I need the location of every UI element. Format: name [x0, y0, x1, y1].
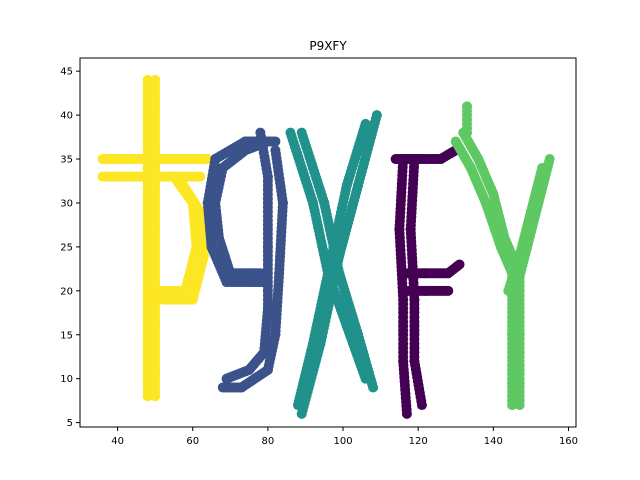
y-tick-label: 25 [60, 242, 73, 253]
scatter-point [217, 382, 228, 393]
scatter-point [507, 400, 518, 411]
x-tick-label: 60 [186, 436, 199, 447]
scatter-point [401, 408, 412, 419]
x-tick-label: 80 [262, 436, 275, 447]
scatter-point [368, 382, 379, 393]
scatter-point [150, 391, 161, 402]
y-tick-label: 10 [60, 374, 73, 385]
plot-points [97, 74, 555, 419]
scatter-point [195, 171, 206, 182]
y-tick-label: 30 [60, 198, 73, 209]
plot-area-frame [79, 57, 577, 428]
y-tick-label: 40 [60, 111, 73, 122]
x-tick-label: 40 [111, 436, 124, 447]
y-tick-label: 15 [60, 330, 73, 341]
y-tick-label: 20 [60, 286, 73, 297]
scatter-point [221, 373, 232, 384]
scatter-point [255, 268, 266, 279]
scatter-point [416, 400, 427, 411]
scatter-point [157, 285, 168, 296]
y-tick-label: 35 [60, 155, 73, 166]
x-tick-label: 100 [333, 436, 352, 447]
scatter-point [142, 391, 153, 402]
x-axis: 40 60 80 100 120 140 160 [111, 427, 578, 447]
y-tick-label: 5 [67, 418, 73, 429]
scatter-point [454, 259, 465, 270]
scatter-point [514, 400, 525, 411]
x-tick-label: 140 [484, 436, 503, 447]
scatter-point [157, 294, 168, 305]
scatter-point [292, 400, 303, 411]
scatter-point [443, 285, 454, 296]
scatter-point [296, 408, 307, 419]
y-tick-label: 45 [60, 67, 73, 78]
scatter-point [462, 127, 473, 138]
x-tick-label: 160 [559, 436, 578, 447]
y-axis: 5 10 15 20 25 30 35 40 45 [60, 67, 80, 429]
x-tick-label: 120 [409, 436, 428, 447]
chart-title: P9XFY [309, 39, 347, 53]
